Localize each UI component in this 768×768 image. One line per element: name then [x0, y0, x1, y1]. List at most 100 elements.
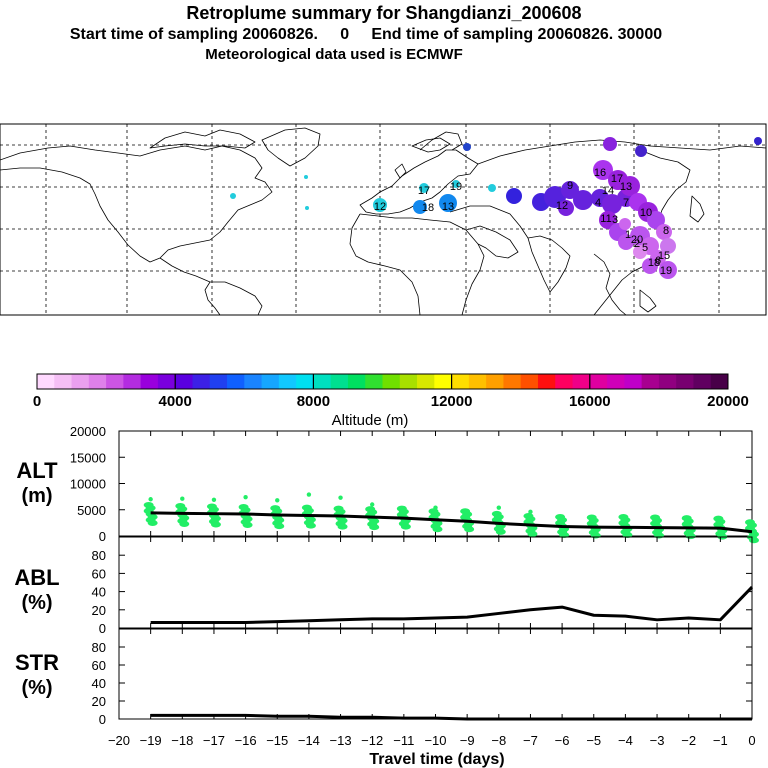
colorbar-swatch-22	[417, 374, 435, 389]
plume-marker-38	[619, 218, 631, 230]
abl-ytick-label-1: 20	[92, 603, 106, 618]
colorbar-swatch-0	[37, 374, 55, 389]
plume-marker-8	[452, 180, 460, 188]
str-ytick-label-1: 20	[92, 694, 106, 709]
x-tick-label-6: −14	[298, 733, 320, 748]
plume-marker-36	[642, 258, 658, 274]
x-tick-label-12: −8	[491, 733, 506, 748]
colorbar-tick-5: 20000	[707, 393, 749, 410]
plume-label-13: 14	[602, 185, 614, 197]
x-tick-label-15: −5	[586, 733, 601, 748]
plume-marker-26	[647, 211, 665, 229]
colorbar-swatch-12	[244, 374, 263, 389]
plume-marker-4	[304, 175, 308, 179]
plume-marker-7	[419, 183, 429, 193]
plume-marker-16	[561, 181, 579, 199]
plume-marker-2	[635, 145, 647, 157]
plume-label-10: 11	[600, 213, 611, 225]
alt-cluster-16-6	[654, 532, 665, 539]
colorbar-swatch-5	[123, 374, 142, 389]
colorbar-tick-3: 12000	[431, 393, 473, 410]
alt-cluster-19-6	[749, 537, 759, 544]
plume-label-1: 2	[634, 238, 640, 250]
alt-cluster-top-2	[211, 497, 217, 502]
x-tick-label-9: −11	[393, 733, 414, 748]
colorbar-swatch-8	[175, 374, 193, 389]
plume-label-5: 6	[655, 255, 661, 267]
colorbar-swatch-26	[486, 374, 504, 389]
str-line	[150, 713, 752, 721]
plume-label-18: 19	[660, 265, 672, 277]
alt-cluster-top-13	[559, 514, 565, 519]
colorbar-swatch-21	[399, 374, 418, 389]
colorbar-swatch-27	[503, 374, 522, 389]
plume-label-16: 17	[611, 173, 623, 185]
colorbar-frame	[36, 373, 729, 390]
colorbar-swatch-7	[157, 374, 176, 389]
plume-marker-12	[439, 194, 457, 212]
alt-cluster-top-6	[338, 495, 343, 500]
plume-marker-32	[656, 224, 672, 240]
plume-marker-10	[506, 188, 522, 204]
alt-cluster-top-1	[180, 496, 185, 501]
colorbar-swatch-14	[278, 374, 297, 389]
colorbar-swatch-11	[227, 374, 245, 389]
alt-cluster-top-5	[306, 492, 312, 497]
plume-label-21: 13	[442, 201, 454, 213]
abl-ytick-label-2: 40	[92, 585, 106, 600]
alt-cluster-top-18	[718, 520, 723, 525]
colorbar-label: Altitude (m)	[332, 412, 409, 429]
alt-panel-unit: (m)	[21, 485, 52, 507]
plume-label-3: 4	[595, 197, 601, 209]
colorbar-swatch-6	[140, 374, 159, 389]
x-tick-label-16: −4	[618, 733, 633, 748]
alt-cluster-5-6	[305, 522, 316, 529]
alt-cluster-top-8	[401, 505, 407, 511]
x-tick-label-19: −1	[713, 733, 728, 748]
alt-cluster-17-6	[685, 533, 696, 540]
x-tick-label-20: 0	[748, 733, 755, 748]
abl-ytick-label-0: 0	[99, 621, 106, 636]
alt-panel-title: ALT	[16, 458, 58, 483]
x-tick-label-3: −17	[203, 733, 225, 748]
alt-cluster-top-12	[528, 509, 533, 515]
x-tick-label-0: −20	[108, 733, 130, 748]
abl-line	[150, 586, 754, 625]
plume-marker-33	[660, 238, 676, 254]
x-tick-label-18: −2	[681, 733, 696, 748]
plume-marker-39	[558, 200, 574, 216]
alt-cluster-top-15	[623, 517, 628, 522]
alt-cluster-7-6	[369, 524, 380, 531]
plume-marker-27	[599, 211, 617, 229]
alt-cluster-9-6	[432, 526, 443, 533]
alt-panel: 0 5000 10000 15000 20000	[70, 424, 759, 544]
x-tick-label-4: −16	[235, 733, 257, 748]
alt-ytick-label-2: 10000	[70, 477, 106, 492]
x-tick-label-17: −3	[650, 733, 665, 748]
plume-label-20: 12	[374, 201, 386, 213]
alt-cluster-top-16	[654, 518, 660, 523]
colorbar-swatch-17	[330, 374, 349, 389]
x-tick-label-1: −19	[140, 733, 162, 748]
alt-cluster-top-7	[370, 502, 375, 507]
plume-label-9: 10	[640, 207, 652, 219]
plume-label-7: 8	[663, 225, 669, 237]
colorbar-swatch-9	[192, 374, 211, 389]
plume-label-22: 19	[450, 181, 462, 193]
alt-cluster-top-10	[464, 511, 470, 517]
plume-label-23: 18	[422, 202, 434, 214]
colorbar-tick-0: 0	[33, 393, 41, 410]
plume-marker-11	[413, 200, 427, 214]
plume-marker-23	[620, 176, 640, 196]
x-tick-label-10: −10	[424, 733, 446, 748]
str-panel-unit: (%)	[21, 677, 52, 699]
alt-cluster-top-3	[243, 494, 248, 500]
plume-marker-17	[573, 190, 593, 210]
alt-cluster-top-19	[749, 525, 755, 530]
x-tick-label-8: −12	[361, 733, 383, 748]
sampling-time-line: Start time of sampling 20060826. 0 End t…	[69, 26, 663, 43]
plume-label-4: 5	[642, 242, 648, 254]
